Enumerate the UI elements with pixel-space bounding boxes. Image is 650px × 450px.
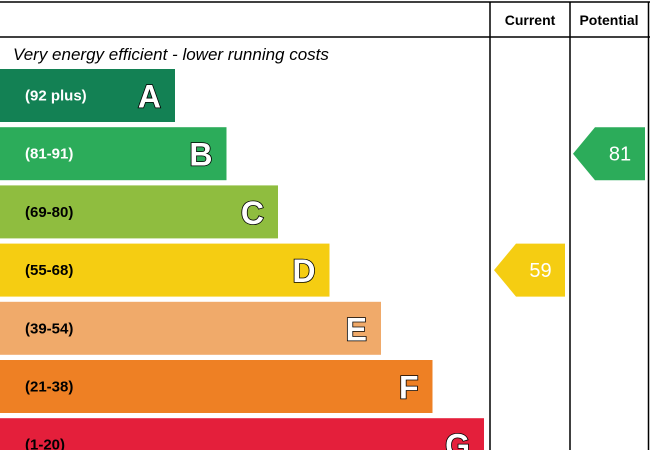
band-g-letter: G bbox=[445, 428, 470, 450]
band-a-range: (92 plus) bbox=[25, 88, 87, 105]
band-e-bar bbox=[0, 301, 381, 355]
potential-rating-value: 81 bbox=[609, 144, 631, 166]
band-b-letter: B bbox=[189, 137, 212, 173]
band-e-letter: E bbox=[346, 311, 367, 347]
rating-bands: (92 plus) A (81-91) B (69-80) C (55-68) D (39-54… bbox=[0, 69, 484, 450]
band-c-letter: C bbox=[241, 195, 264, 231]
potential-rating-arrow bbox=[573, 127, 645, 181]
band-a-bar bbox=[0, 69, 175, 122]
band-b-range: (81-91) bbox=[25, 146, 73, 163]
band-g-range: (1-20) bbox=[25, 437, 65, 450]
current-rating-value: 59 bbox=[529, 260, 551, 282]
band-d-range: (55-68) bbox=[25, 262, 73, 279]
current-rating-arrow bbox=[494, 243, 565, 297]
band-f-letter: F bbox=[399, 370, 419, 406]
band-g-bar bbox=[0, 418, 484, 450]
band-f-range: (21-38) bbox=[25, 379, 73, 396]
band-b-bar bbox=[0, 127, 227, 181]
band-f-bar bbox=[0, 360, 433, 413]
band-c-bar bbox=[0, 185, 278, 239]
band-a-letter: A bbox=[138, 79, 161, 115]
band-e-range: (39-54) bbox=[25, 320, 73, 337]
potential-column-header: Potential bbox=[579, 12, 638, 28]
band-c-range: (69-80) bbox=[25, 204, 73, 221]
band-d-letter: D bbox=[292, 253, 315, 289]
rating-markers: 59 81 bbox=[494, 127, 645, 297]
efficiency-note: Very energy efficient - lower running co… bbox=[13, 45, 329, 64]
band-d-bar bbox=[0, 243, 330, 297]
current-column-header: Current bbox=[505, 12, 556, 28]
